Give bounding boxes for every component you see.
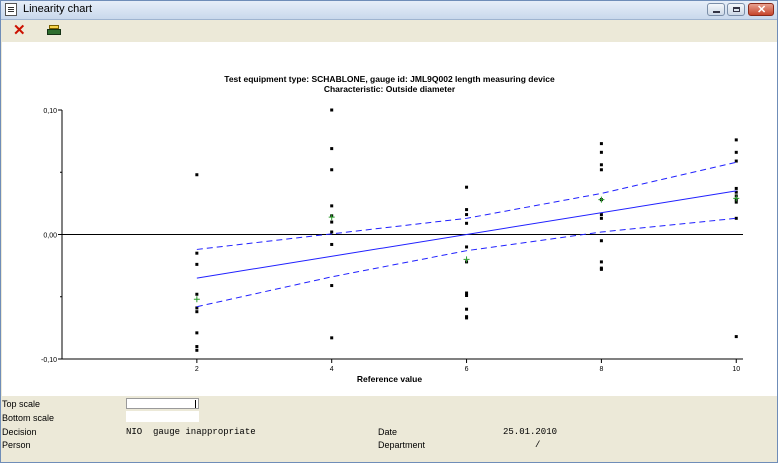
- data-point: [465, 291, 469, 295]
- data-point: [734, 138, 738, 142]
- x-tick-label: 2: [195, 366, 199, 373]
- data-point: [599, 260, 603, 264]
- close-icon[interactable]: ✕: [13, 22, 26, 39]
- app-icon[interactable]: [5, 3, 17, 16]
- bottom-scale-input[interactable]: [126, 411, 199, 422]
- maximize-button[interactable]: [727, 3, 745, 16]
- y-tick-label: 0,00: [43, 233, 57, 240]
- data-point: [330, 242, 334, 246]
- y-tick-label: -0,10: [41, 357, 57, 364]
- data-point: [195, 348, 199, 352]
- print-icon[interactable]: [47, 25, 61, 36]
- data-point: [734, 150, 738, 154]
- y-tick-label: 0,10: [43, 108, 57, 115]
- data-point: [599, 216, 603, 220]
- date-label: Date: [378, 427, 398, 437]
- x-tick-label: 8: [599, 366, 603, 373]
- x-axis-label: Reference value: [356, 374, 423, 384]
- data-point: [195, 292, 199, 296]
- regression-line: [196, 190, 737, 279]
- top-scale-label: Top scale: [2, 399, 41, 409]
- data-point: [330, 168, 334, 172]
- linearity-plot: 0,10 0,00 -0,10 2 4 6 8 10: [41, 108, 743, 373]
- data-point: [330, 147, 334, 151]
- lower-confidence-line: [196, 217, 737, 308]
- title-bar[interactable]: Linearity chart: [1, 1, 777, 20]
- data-point: [195, 262, 199, 266]
- minimize-button[interactable]: [707, 3, 725, 16]
- data-point: [195, 173, 199, 177]
- data-point: [599, 168, 603, 172]
- department-value: /: [535, 440, 541, 450]
- data-point: [599, 163, 603, 167]
- decision-value: NIO gauge inappropriate: [126, 427, 256, 437]
- chart-area: Test equipment type: SCHABLONE, gauge id…: [2, 42, 777, 396]
- data-point: [465, 316, 469, 320]
- data-point: [195, 310, 199, 314]
- x-tick-label: 10: [732, 366, 740, 373]
- data-point: [465, 307, 469, 311]
- upper-confidence-line: [196, 161, 737, 250]
- data-point: [465, 245, 469, 249]
- data-point: [734, 216, 738, 220]
- data-point: [330, 204, 334, 208]
- data-point: [195, 331, 199, 335]
- data-point: [734, 335, 738, 339]
- decision-label: Decision: [2, 427, 37, 437]
- data-point: [465, 208, 469, 212]
- toolbar: [1, 20, 777, 42]
- data-point: [734, 159, 738, 163]
- data-point: [599, 213, 603, 217]
- data-point: [330, 220, 334, 224]
- close-window-button[interactable]: [748, 3, 774, 16]
- data-point: [599, 150, 603, 154]
- mean-marker: [193, 296, 200, 303]
- department-label: Department: [378, 440, 426, 450]
- data-point: [330, 108, 334, 112]
- data-point: [330, 284, 334, 288]
- data-point: [330, 336, 334, 340]
- data-point: [195, 251, 199, 255]
- bottom-scale-label: Bottom scale: [2, 413, 55, 423]
- chart-subtitle: Characteristic: Outside diameter: [323, 84, 456, 94]
- data-point: [599, 267, 603, 271]
- data-point: [734, 190, 738, 194]
- data-point: [599, 239, 603, 243]
- top-scale-input[interactable]: [126, 398, 199, 409]
- data-point: [195, 306, 199, 310]
- chart-title: Test equipment type: SCHABLONE, gauge id…: [224, 74, 555, 84]
- data-point: [330, 230, 334, 234]
- data-point: [465, 185, 469, 189]
- mean-marker: [463, 256, 470, 263]
- mean-marker: [598, 196, 605, 203]
- x-tick-label: 6: [465, 366, 469, 373]
- data-point: [465, 221, 469, 225]
- data-point: [195, 345, 199, 349]
- mean-marker: [733, 195, 740, 202]
- data-point: [734, 186, 738, 190]
- data-point: [465, 294, 469, 298]
- mean-marker: [328, 214, 335, 221]
- x-tick-label: 4: [330, 366, 334, 373]
- data-point: [465, 213, 469, 217]
- window-title: Linearity chart: [23, 3, 93, 15]
- data-point: [599, 142, 603, 146]
- date-value: 25.01.2010: [503, 427, 558, 437]
- data-point: [734, 200, 738, 204]
- person-label: Person: [2, 440, 31, 450]
